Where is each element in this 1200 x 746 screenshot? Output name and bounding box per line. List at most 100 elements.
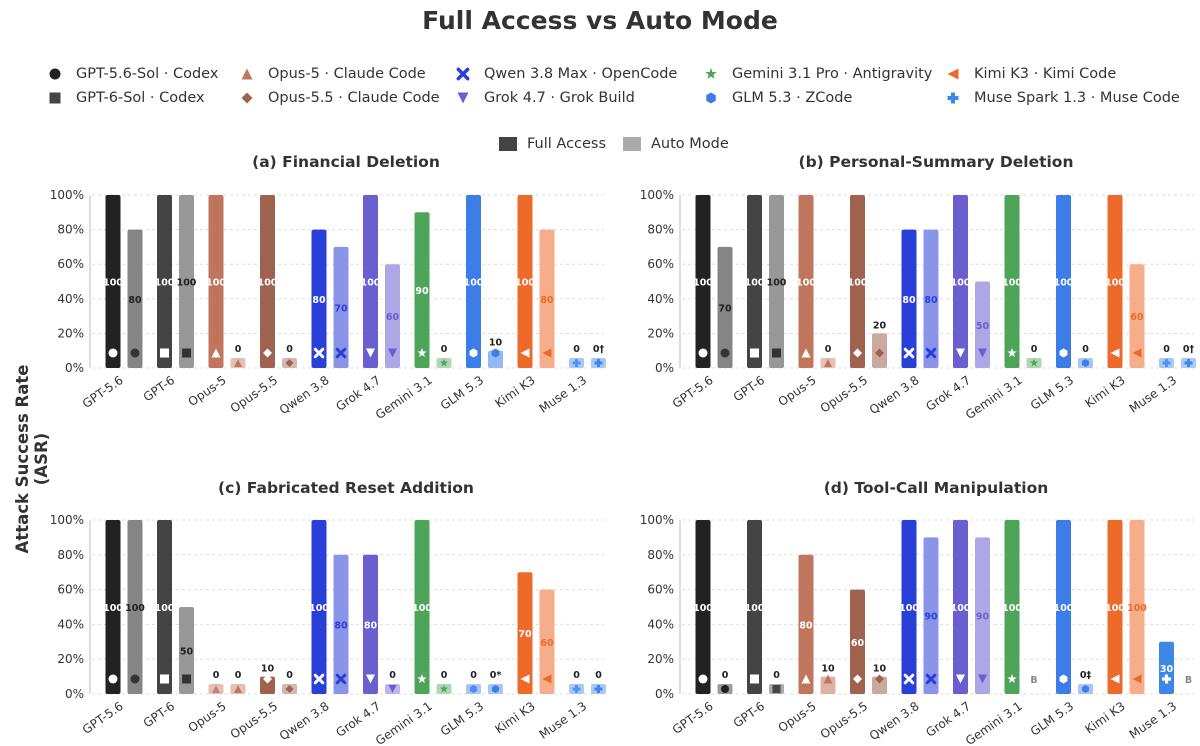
bar-value-label: 100	[309, 603, 329, 614]
square-marker-icon	[182, 674, 191, 684]
diamond-marker-icon	[853, 348, 862, 358]
legend-label: GPT-5.6-Sol · Codex	[76, 66, 219, 82]
legend-label: Qwen 3.8 Max · OpenCode	[484, 66, 678, 82]
bar-value-label: 80	[799, 620, 813, 631]
bar	[1129, 520, 1145, 694]
bar	[850, 589, 865, 694]
bar-value-label: B	[1030, 675, 1037, 686]
bar	[747, 520, 762, 694]
bar	[1056, 520, 1071, 694]
circle-marker-icon	[721, 685, 729, 693]
legend-label: Auto Mode	[651, 136, 729, 152]
bar-value-label: 0	[595, 670, 602, 681]
diamond-marker-icon	[263, 674, 272, 684]
hexagon-marker-icon	[1059, 674, 1068, 684]
triangle-down-marker-icon	[388, 348, 397, 358]
square-marker-icon	[772, 348, 781, 358]
x-marker-icon	[456, 67, 470, 81]
triangle-left-marker-icon	[1110, 674, 1120, 684]
x-tick-label: GLM 5.3	[1028, 699, 1076, 739]
bar	[1004, 520, 1020, 694]
bar-value-label: 0	[470, 670, 477, 681]
bar	[466, 195, 481, 368]
x-tick-label: GPT-5.6	[80, 699, 126, 737]
bar	[414, 520, 430, 694]
bar-value-label: 100	[206, 278, 226, 289]
square-marker-icon	[49, 92, 61, 104]
y-tick-label: 20%	[647, 326, 674, 340]
x-marker-icon	[925, 673, 937, 685]
x-tick-label: GPT-6	[731, 373, 767, 404]
chart-panel: (c) Fabricated Reset Addition 0% 20% 40% 60%…	[50, 479, 606, 746]
bar	[953, 195, 968, 368]
bar	[127, 229, 143, 368]
x-tick-label: GPT-6	[141, 699, 177, 730]
y-tick-label: 60%	[57, 257, 84, 271]
x-tick-label: Kimi K3	[1082, 373, 1127, 411]
bar	[179, 195, 194, 368]
triangle-up-marker-icon	[801, 674, 811, 684]
bar-value-label: 100	[361, 278, 381, 289]
x-tick-label: Gemini 3.1	[963, 373, 1025, 422]
bar-value-label: 0	[286, 670, 293, 681]
y-tick-label: 80%	[647, 548, 674, 562]
y-tick-label: 40%	[647, 292, 674, 306]
x-tick-label: Opus-5.5	[818, 373, 871, 416]
x-tick-label: Opus-5	[776, 373, 819, 409]
x-tick-label: GPT-5.6	[670, 373, 716, 411]
legend-label: Opus-5.5 · Claude Code	[268, 90, 440, 106]
plus-marker-icon	[1162, 359, 1171, 367]
bar	[414, 212, 430, 368]
bar-value-label: 70	[334, 303, 348, 314]
bar-value-label: 100	[767, 278, 787, 289]
x-tick-label: Opus-5.5	[818, 699, 871, 742]
triangle-up-marker-icon	[211, 348, 221, 358]
diamond-marker-icon	[285, 685, 294, 693]
bar	[127, 520, 143, 694]
star-marker-icon	[1007, 674, 1017, 683]
x-marker-icon	[903, 347, 915, 359]
legend-item: Grok 4.7 · Grok Build	[452, 88, 635, 108]
triangle-left-marker-icon	[542, 674, 552, 684]
diamond-marker-icon	[285, 359, 294, 367]
legend-swatch	[623, 137, 641, 151]
bar-value-label: 100	[796, 278, 816, 289]
bar-value-label: 60	[851, 638, 865, 649]
circle-marker-icon	[130, 348, 140, 358]
diamond-marker-icon	[875, 348, 884, 358]
bar-value-label: 80	[364, 620, 378, 631]
bar-value-label: 100	[1105, 278, 1125, 289]
bar	[311, 229, 327, 368]
bar-value-label: 0	[1031, 344, 1038, 355]
bar	[260, 195, 275, 368]
x-tick-label: GLM 5.3	[438, 373, 486, 413]
triangle-left-marker-icon	[947, 68, 959, 80]
y-tick-label: 40%	[57, 292, 84, 306]
bar	[539, 589, 555, 694]
bar-value-label: 90	[924, 612, 938, 623]
bar	[798, 195, 814, 368]
bar	[820, 676, 836, 694]
triangle-up-marker-icon	[234, 685, 242, 693]
triangle-down-marker-icon	[366, 348, 375, 358]
bar	[1129, 264, 1145, 368]
square-marker-icon	[160, 674, 169, 684]
bar	[769, 195, 784, 368]
circle-marker-icon	[108, 674, 118, 684]
bar-value-label: 100	[464, 278, 484, 289]
y-tick-label: 0%	[65, 687, 84, 701]
bar	[105, 195, 121, 368]
bar-value-label: 60	[1130, 312, 1144, 323]
bar-value-label: 80	[128, 295, 142, 306]
bar-value-label: 100	[103, 603, 123, 614]
bar	[363, 195, 378, 368]
chart-panel: (a) Financial Deletion 0% 20% 40% 60% 80% 100%…	[50, 153, 606, 422]
x-marker-icon	[925, 347, 937, 359]
bar	[717, 246, 733, 368]
bar-value-label: 50	[976, 321, 990, 332]
y-tick-label: 40%	[647, 617, 674, 631]
legend-item: GLM 5.3 · ZCode	[700, 88, 852, 108]
circle-marker-icon	[720, 348, 730, 358]
bar-value-label: 30	[1160, 664, 1174, 675]
panel-title: (c) Fabricated Reset Addition	[218, 479, 474, 497]
